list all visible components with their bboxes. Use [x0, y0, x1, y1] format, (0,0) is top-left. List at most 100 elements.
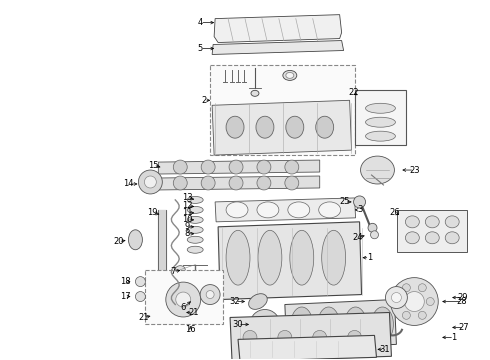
Ellipse shape: [206, 291, 214, 298]
Ellipse shape: [405, 216, 419, 228]
Ellipse shape: [291, 307, 313, 342]
Ellipse shape: [402, 284, 410, 292]
Text: 21: 21: [138, 313, 148, 322]
Ellipse shape: [201, 160, 215, 174]
Ellipse shape: [285, 176, 299, 190]
Ellipse shape: [187, 246, 203, 253]
Ellipse shape: [316, 116, 334, 138]
Ellipse shape: [200, 285, 220, 305]
Ellipse shape: [286, 72, 294, 78]
Ellipse shape: [259, 319, 271, 330]
Bar: [355, 90, 406, 145]
Ellipse shape: [135, 276, 146, 287]
Polygon shape: [230, 312, 392, 360]
Text: 15: 15: [148, 161, 159, 170]
Ellipse shape: [347, 330, 362, 345]
Ellipse shape: [257, 202, 279, 218]
Text: 19: 19: [147, 208, 158, 217]
Ellipse shape: [128, 230, 143, 250]
Ellipse shape: [322, 230, 345, 285]
Polygon shape: [212, 100, 352, 155]
Text: 18: 18: [120, 277, 131, 286]
Ellipse shape: [405, 232, 419, 244]
Polygon shape: [215, 198, 356, 222]
Ellipse shape: [257, 176, 271, 190]
Text: 13: 13: [182, 193, 193, 202]
Ellipse shape: [290, 230, 314, 285]
Text: 30: 30: [233, 320, 244, 329]
Ellipse shape: [226, 202, 248, 218]
Ellipse shape: [175, 266, 185, 274]
Ellipse shape: [135, 292, 146, 302]
Bar: [397, 210, 467, 252]
Ellipse shape: [187, 197, 203, 203]
Ellipse shape: [286, 116, 304, 138]
Text: 25: 25: [340, 197, 350, 206]
Ellipse shape: [187, 206, 203, 213]
Ellipse shape: [173, 176, 187, 190]
Text: 26: 26: [389, 208, 400, 217]
Ellipse shape: [391, 278, 438, 325]
Ellipse shape: [226, 116, 244, 138]
Ellipse shape: [354, 196, 366, 208]
Ellipse shape: [178, 306, 188, 313]
Text: 7: 7: [171, 267, 176, 276]
Ellipse shape: [402, 311, 410, 319]
Ellipse shape: [371, 307, 393, 342]
Text: 11: 11: [182, 208, 193, 217]
Text: 16: 16: [185, 325, 196, 334]
Text: 8: 8: [185, 229, 190, 238]
Text: 23: 23: [409, 166, 419, 175]
Text: 32: 32: [230, 297, 241, 306]
Text: 14: 14: [123, 180, 134, 189]
Ellipse shape: [226, 230, 250, 285]
Polygon shape: [158, 160, 319, 174]
Ellipse shape: [386, 287, 407, 309]
Ellipse shape: [361, 156, 394, 184]
Ellipse shape: [187, 226, 203, 233]
Ellipse shape: [248, 294, 267, 309]
Ellipse shape: [344, 307, 367, 342]
Ellipse shape: [366, 103, 395, 113]
Text: 6: 6: [180, 303, 186, 312]
Ellipse shape: [201, 176, 215, 190]
Polygon shape: [285, 300, 396, 349]
Ellipse shape: [418, 311, 426, 319]
Ellipse shape: [318, 202, 341, 218]
Text: 4: 4: [197, 18, 203, 27]
Text: 10: 10: [182, 215, 193, 224]
Text: 29: 29: [457, 293, 467, 302]
Polygon shape: [214, 15, 342, 42]
Text: 17: 17: [120, 292, 131, 301]
Polygon shape: [238, 336, 376, 360]
Bar: [210, 66, 355, 155]
Text: 22: 22: [348, 88, 359, 97]
Text: 28: 28: [457, 297, 467, 306]
Text: 24: 24: [352, 233, 363, 242]
Ellipse shape: [425, 232, 439, 244]
Ellipse shape: [418, 284, 426, 292]
Ellipse shape: [313, 330, 327, 345]
Ellipse shape: [288, 202, 310, 218]
Ellipse shape: [187, 216, 203, 223]
Ellipse shape: [229, 160, 243, 174]
Ellipse shape: [283, 71, 297, 80]
Ellipse shape: [394, 298, 402, 306]
Text: 5: 5: [197, 44, 203, 53]
Text: 27: 27: [459, 323, 469, 332]
Ellipse shape: [425, 216, 439, 228]
Text: 1: 1: [367, 253, 372, 262]
Ellipse shape: [176, 292, 191, 307]
Ellipse shape: [150, 311, 160, 318]
Ellipse shape: [229, 176, 243, 190]
Ellipse shape: [166, 282, 201, 317]
Text: 3: 3: [357, 206, 362, 215]
Ellipse shape: [138, 170, 162, 194]
Text: 9: 9: [185, 222, 190, 231]
Ellipse shape: [366, 117, 395, 127]
Text: 20: 20: [113, 237, 124, 246]
Ellipse shape: [256, 116, 274, 138]
Ellipse shape: [445, 216, 459, 228]
Ellipse shape: [173, 160, 187, 174]
Ellipse shape: [278, 330, 292, 345]
